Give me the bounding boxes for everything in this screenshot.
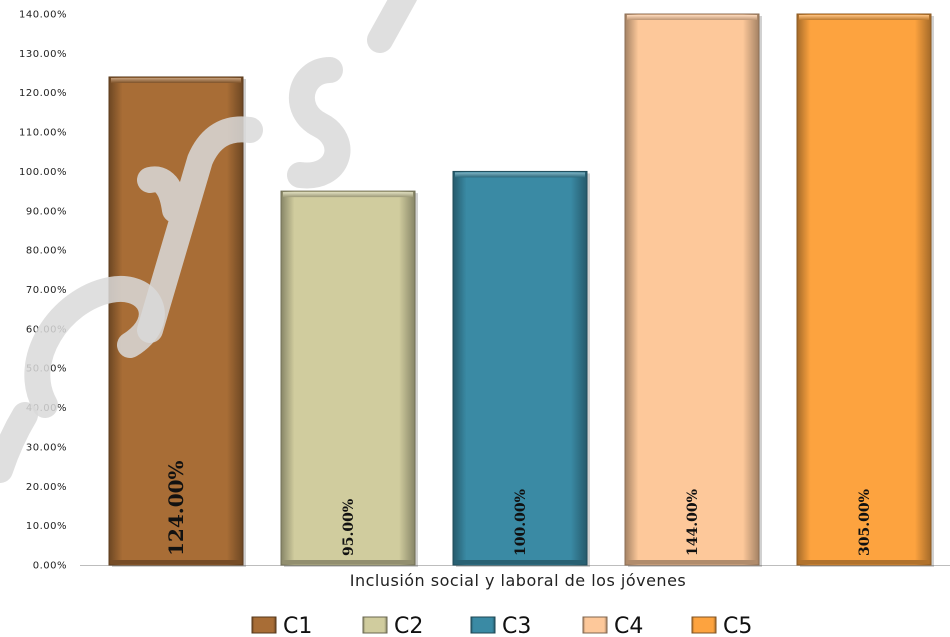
bar-bottom-bevel [111, 560, 241, 564]
legend-swatch-c5 [691, 616, 717, 634]
bar-top-bevel [627, 15, 757, 20]
bar-c5 [796, 13, 932, 566]
bar-top-bevel [455, 172, 585, 178]
x-axis-label: Inclusión social y laboral de los jóvene… [350, 571, 687, 590]
watermark [0, 0, 417, 483]
y-tick-label: 110.00% [19, 128, 67, 139]
bar-bottom-bevel [283, 560, 413, 564]
legend-label-c2: C2 [394, 614, 423, 637]
bar-labels: 124.00% 95.00% 100.00% 144.00% 305.00% [164, 460, 873, 556]
bar-value-label: 100.00% [513, 489, 529, 556]
legend-swatch-c4 [582, 616, 608, 634]
y-tick-label: 100.00% [19, 167, 67, 178]
legend-swatch-c3 [470, 616, 496, 634]
bar-value-label: 305.00% [857, 489, 873, 556]
bar-top-bevel [111, 77, 241, 83]
y-tick-label: 0.00% [33, 561, 67, 572]
legend-swatch-c1 [251, 616, 277, 634]
y-tick-label: 90.00% [26, 206, 67, 217]
bar-top-bevel [283, 192, 413, 198]
y-tick-label: 10.00% [26, 521, 67, 532]
y-tick-label: 120.00% [19, 88, 67, 99]
bar-top-bevel [799, 15, 929, 20]
bar-value-label: 124.00% [164, 460, 188, 556]
legend-swatch-c2 [362, 616, 388, 634]
legend: C1 C2 C3 C4 C5 [251, 614, 752, 637]
bars [108, 13, 934, 567]
legend-label-c3: C3 [502, 614, 531, 637]
y-tick-label: 70.00% [26, 285, 67, 296]
legend-label-c4: C4 [614, 614, 643, 637]
bar-bottom-bevel [627, 560, 757, 564]
y-tick-label: 130.00% [19, 49, 67, 60]
bar-c4 [624, 13, 760, 566]
bar-c2 [280, 190, 416, 566]
bar-bottom-bevel [455, 560, 585, 564]
bar-c3 [452, 170, 588, 566]
bar-bottom-bevel [799, 560, 929, 564]
bar-c1 [108, 76, 244, 566]
y-tick-label: 30.00% [26, 442, 67, 453]
y-tick-label: 140.00% [19, 10, 67, 21]
legend-label-c1: C1 [283, 614, 312, 637]
legend-label-c5: C5 [723, 614, 752, 637]
bar-value-label: 95.00% [341, 499, 357, 556]
bar-value-label: 144.00% [685, 489, 701, 556]
y-tick-label: 20.00% [26, 482, 67, 493]
y-tick-label: 80.00% [26, 246, 67, 257]
